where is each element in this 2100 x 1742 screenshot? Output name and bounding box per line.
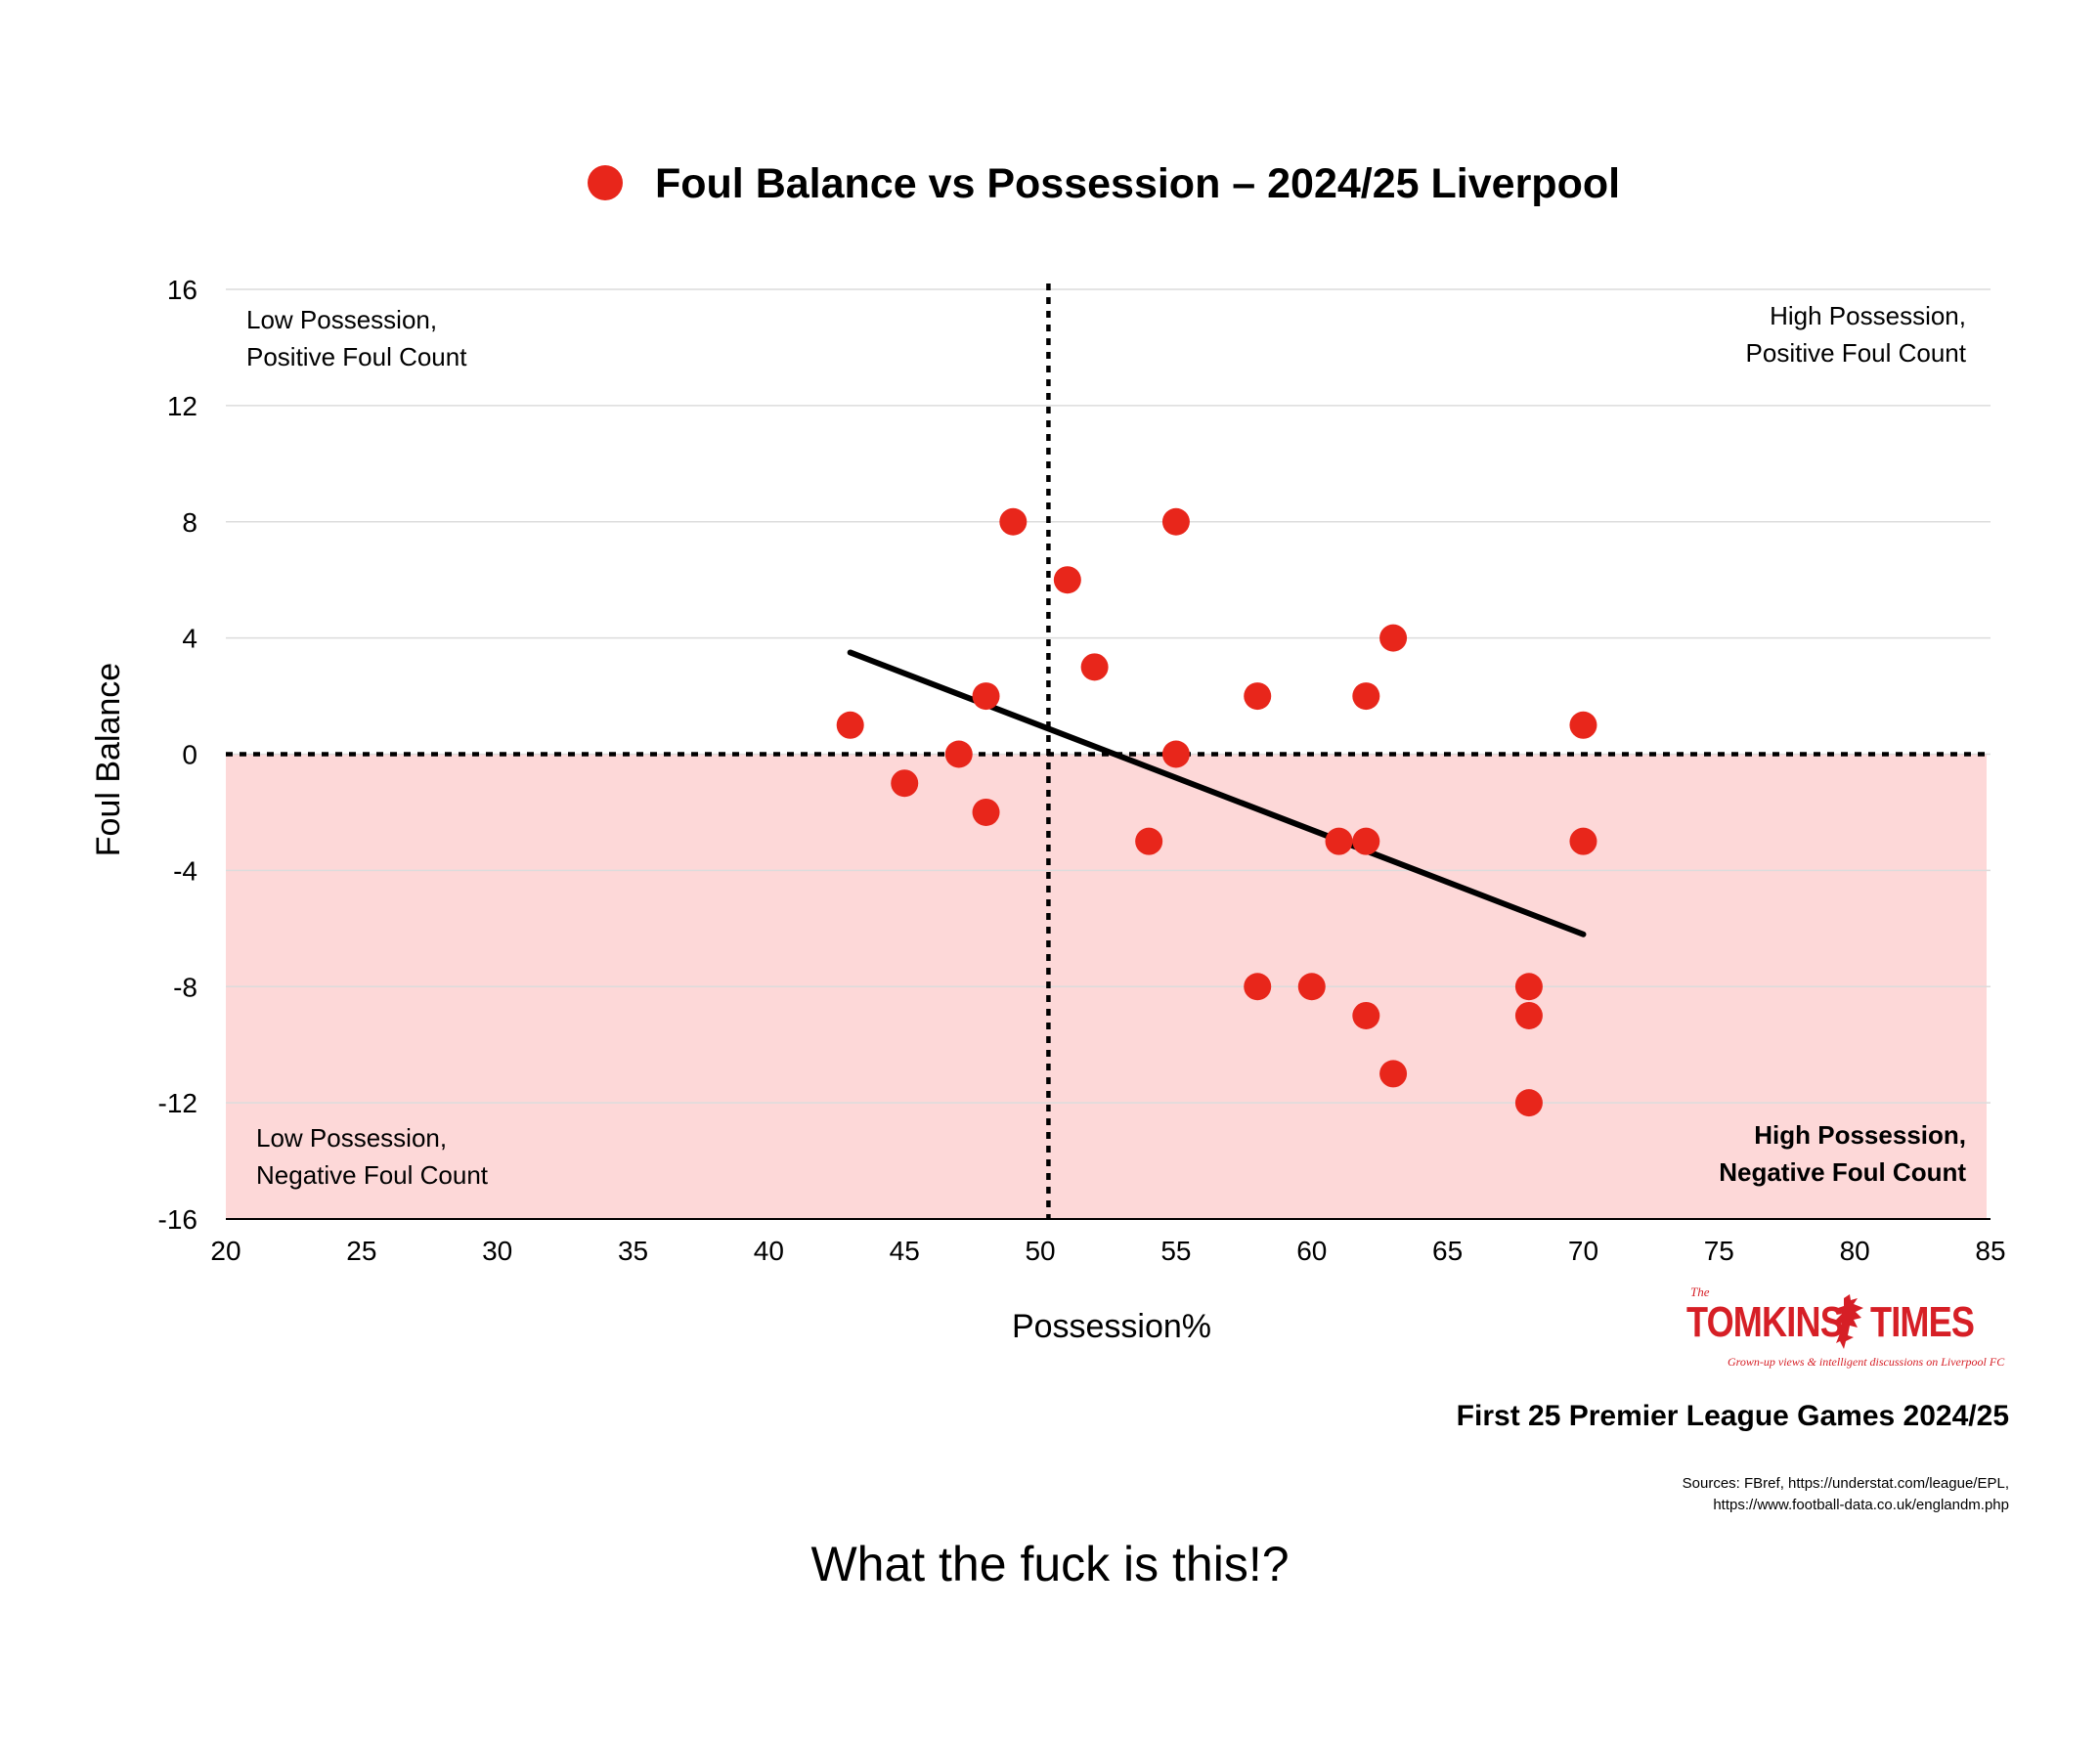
data-point	[972, 682, 1000, 711]
data-point	[1325, 827, 1353, 855]
x-axis-tick-labels: 20 25 30 35 40 45 50 55 60 65 70 75 80 85	[210, 1236, 2005, 1266]
x-tick-label: 60	[1296, 1236, 1327, 1266]
caption: What the fuck is this!?	[810, 1537, 1290, 1591]
x-tick-label: 65	[1432, 1236, 1463, 1266]
data-point	[1161, 507, 1190, 536]
chart-subtitle: First 25 Premier League Games 2024/25	[1456, 1400, 2009, 1432]
data-point	[1080, 653, 1109, 681]
data-point	[836, 711, 864, 739]
data-point	[1352, 682, 1380, 711]
quadrant-label-bottom-left: Low Possession, Negative Foul Count	[256, 1123, 489, 1190]
svg-text:High Possession,: High Possession,	[1770, 301, 1966, 330]
quadrant-label-bottom-right: High Possession, Negative Foul Count	[1719, 1120, 1966, 1187]
quadrant-label-top-right: High Possession, Positive Foul Count	[1746, 301, 1967, 368]
y-tick-label: 16	[167, 275, 197, 305]
y-tick-label: -8	[173, 972, 197, 1002]
data-point	[1352, 1001, 1380, 1029]
y-tick-label: 4	[182, 624, 197, 654]
x-tick-label: 35	[618, 1236, 648, 1266]
y-tick-label: -4	[173, 855, 197, 886]
svg-text:Low Possession,: Low Possession,	[246, 305, 437, 334]
x-tick-label: 80	[1840, 1236, 1870, 1266]
data-point	[1161, 740, 1190, 768]
data-point	[1514, 1001, 1543, 1029]
svg-text:Low Possession,: Low Possession,	[256, 1123, 447, 1153]
logo-the: The	[1690, 1285, 1710, 1299]
y-tick-label: 8	[182, 507, 197, 538]
data-point	[1379, 624, 1408, 652]
y-tick-label: -12	[158, 1088, 197, 1118]
x-tick-label: 25	[346, 1236, 376, 1266]
data-point	[944, 740, 973, 768]
x-axis-title: Possession%	[1012, 1308, 1211, 1345]
svg-text:Positive Foul Count: Positive Foul Count	[1746, 338, 1967, 368]
chart-title: Foul Balance vs Possession – 2024/25 Liv…	[655, 160, 1620, 207]
y-axis-tick-labels: 16 12 8 4 0 -4 -8 -12 -16	[158, 275, 197, 1235]
logo-word-left: TOMKINS	[1686, 1298, 1844, 1346]
svg-text:Positive Foul Count: Positive Foul Count	[246, 342, 467, 371]
data-point	[1135, 827, 1163, 855]
x-tick-label: 20	[210, 1236, 241, 1266]
logo-word-right: TIMES	[1870, 1298, 1975, 1346]
data-point	[1514, 1089, 1543, 1117]
x-tick-label: 45	[890, 1236, 920, 1266]
legend: Foul Balance vs Possession – 2024/25 Liv…	[588, 160, 1620, 207]
y-axis-title: Foul Balance	[90, 663, 127, 856]
x-tick-label: 70	[1568, 1236, 1598, 1266]
tomkins-times-logo: The TOMKINS TIMES Grown-up views & intel…	[1686, 1285, 2009, 1369]
data-point	[1053, 566, 1081, 594]
x-tick-label: 50	[1025, 1236, 1055, 1266]
x-tick-label: 55	[1160, 1236, 1191, 1266]
trendline	[847, 649, 1587, 937]
y-tick-label: -16	[158, 1204, 197, 1235]
data-point	[1244, 682, 1272, 711]
sources-line-1: Sources: FBref, https://understat.com/le…	[1682, 1475, 2009, 1492]
liverbird-icon	[1834, 1294, 1869, 1356]
legend-marker	[588, 165, 623, 200]
data-point	[1379, 1060, 1408, 1088]
data-point	[1352, 827, 1380, 855]
data-point	[972, 798, 1000, 826]
data-point	[1569, 711, 1597, 739]
x-tick-label: 75	[1704, 1236, 1734, 1266]
x-tick-label: 85	[1975, 1236, 2005, 1266]
x-tick-label: 30	[482, 1236, 512, 1266]
svg-text:Negative Foul Count: Negative Foul Count	[256, 1160, 489, 1190]
data-point	[1569, 827, 1597, 855]
data-points	[836, 507, 1597, 1117]
sources-line-2: https://www.football-data.co.uk/englandm…	[1713, 1497, 2009, 1513]
svg-text:High Possession,: High Possession,	[1754, 1120, 1966, 1150]
sources-note: Sources: FBref, https://understat.com/le…	[1683, 1473, 2009, 1516]
y-tick-label: 12	[167, 391, 197, 421]
data-point	[1244, 973, 1272, 1001]
data-point	[1297, 973, 1326, 1001]
data-point	[1514, 973, 1543, 1001]
logo-tagline: Grown-up views & intelligent discussions…	[1728, 1355, 2005, 1369]
svg-text:Negative Foul Count: Negative Foul Count	[1719, 1157, 1966, 1187]
quadrant-label-top-left: Low Possession, Positive Foul Count	[246, 305, 467, 371]
data-point	[999, 507, 1028, 536]
y-tick-label: 0	[182, 740, 197, 770]
x-tick-label: 40	[754, 1236, 784, 1266]
data-point	[891, 769, 919, 798]
